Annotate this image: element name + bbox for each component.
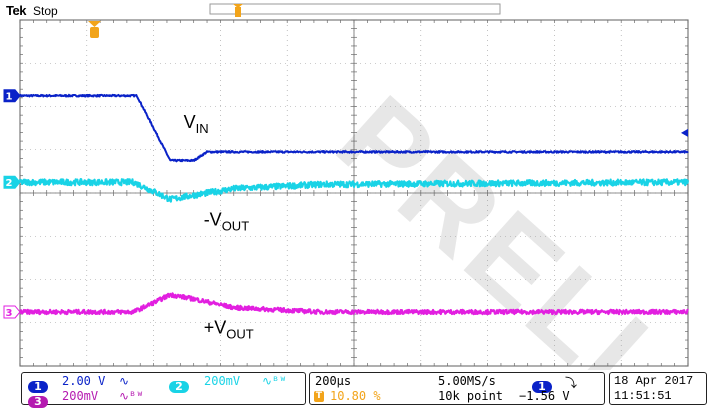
watermark: PRELI [313, 71, 674, 370]
brand-logo: Tek [6, 3, 26, 18]
ch1-coupling-icon: ∿ [119, 374, 130, 388]
ch1-scale: 2.00 V [62, 374, 106, 388]
trigger-position-arrow-icon [88, 21, 101, 27]
ch1-badge: 1 [28, 381, 48, 393]
ch2-coupling-icon: ∿ᴮᵂ [262, 374, 287, 388]
acquisition-state: Stop [33, 4, 58, 18]
trigger-source-badge: 1 [532, 381, 552, 393]
expansion-arrow-icon [233, 4, 243, 8]
trigger-position-marker-icon [90, 27, 99, 38]
date: 18 Apr 2017 [614, 374, 694, 388]
graticule [19, 19, 689, 367]
date-time: 18 Apr 2017 11:51:51 [609, 372, 707, 405]
trace-label-0: VIN [184, 112, 209, 136]
ch2-badge: 2 [169, 381, 189, 393]
bottom-status-bar: 1 2.00 V ∿ 2 200mV ∿ᴮᵂ 3 200mV ∿ᴮᵂ 200μs… [0, 370, 710, 408]
channel-3-marker-icon [3, 305, 21, 319]
sample-rate: 5.00MS/s [438, 374, 496, 388]
record-length: 10k point [438, 389, 504, 403]
channel-2-marker-icon [3, 175, 21, 189]
timebase-trigger-settings[interactable]: 200μs T 10.80 % 5.00MS/s 10k point 1 ⤵ −… [309, 372, 605, 405]
ch2-scale: 200mV [204, 374, 241, 388]
trace-annotations: VIN -VOUT +VOUT [184, 112, 254, 341]
waveform-display: PRELI 1 2 3 VIN -VOUT +VOUT [3, 3, 690, 370]
channel-2-marker-label: 2 [6, 178, 13, 189]
expansion-point-icon [235, 7, 241, 17]
trigger-level-marker-icon [681, 128, 688, 137]
trigger-position-icon: T [314, 391, 324, 402]
trigger-position: 10.80 % [330, 389, 381, 403]
traces [18, 93, 690, 316]
watermark-text: PRELI [313, 71, 674, 370]
channel-1-trace [19, 93, 689, 163]
ch3-coupling-icon: ∿ᴮᵂ [119, 389, 144, 403]
channel-1-marker-icon [3, 89, 21, 103]
ch3-badge: 3 [28, 396, 48, 408]
trace-label-2: +VOUT [204, 318, 254, 342]
channel-1-marker-label: 1 [6, 92, 13, 103]
trigger-slope-icon: ⤵ [565, 376, 578, 390]
channel-3-marker-label: 3 [6, 308, 13, 319]
top-status-bar: Tek Stop [0, 0, 710, 20]
timebase-value: 200μs [315, 374, 352, 388]
channel-2-trace [18, 178, 690, 203]
trace-label-1: -VOUT [204, 209, 250, 233]
channel-markers: 1 2 3 [3, 89, 688, 319]
ch3-scale: 200mV [62, 389, 99, 403]
channel-settings[interactable]: 1 2.00 V ∿ 2 200mV ∿ᴮᵂ 3 200mV ∿ᴮᵂ [21, 372, 306, 408]
time: 11:51:51 [614, 389, 672, 403]
trigger-level: −1.56 V [519, 389, 570, 403]
record-view-bracket [209, 3, 501, 15]
channel-3-trace [18, 292, 689, 316]
